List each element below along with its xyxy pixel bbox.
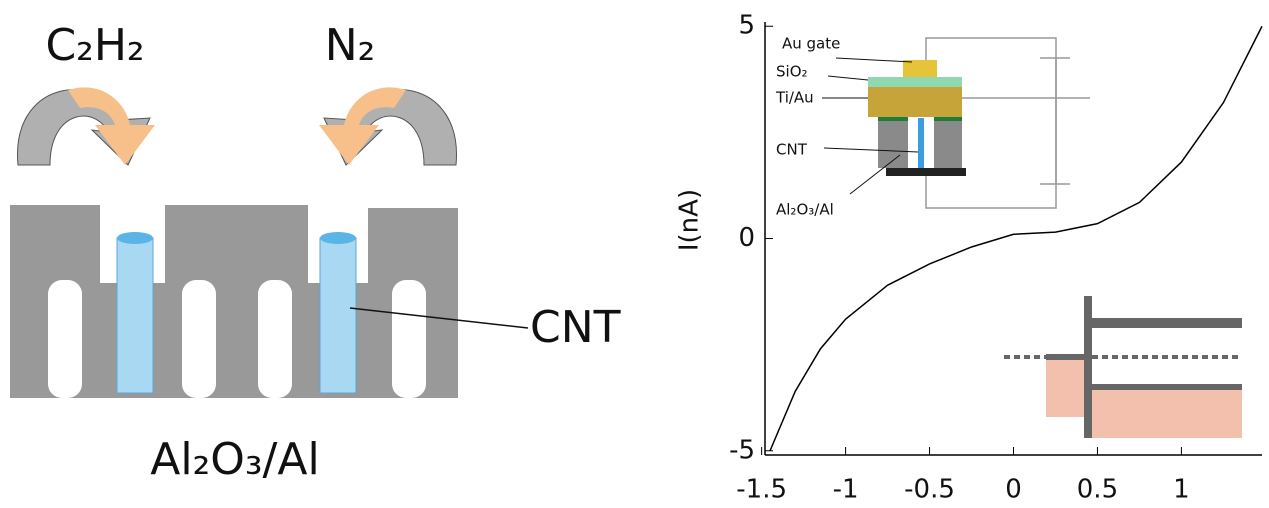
- band-inset: [1004, 296, 1242, 438]
- y-tick-label: -5: [729, 435, 755, 465]
- inset-label: Al₂O₃/Al: [776, 201, 834, 219]
- substrate-label: Al₂O₃/Al: [150, 434, 319, 485]
- inset-label: SiO₂: [776, 63, 808, 81]
- x-tick-label: 1: [1173, 475, 1190, 505]
- gas-label: N₂: [325, 20, 376, 71]
- figure: C₂H₂ N₂ CNT Al₂O₃/Al I(nA) -5 0 5 -1.5 -1 -0.…: [0, 0, 1269, 508]
- gas-arrow: [68, 87, 155, 165]
- x-tick-label: 0.5: [1077, 475, 1118, 505]
- y-tick-label: 0: [738, 223, 755, 253]
- x-tick-label: 0: [1005, 475, 1022, 505]
- inset-label: Au gate: [782, 35, 840, 53]
- cnt-label: CNT: [530, 302, 621, 353]
- x-tick-label: -0.5: [904, 475, 955, 505]
- inset-label: CNT: [776, 141, 808, 159]
- y-tick-label: 5: [738, 11, 755, 41]
- x-tick-label: -1: [833, 475, 859, 505]
- inset-label: Ti/Au: [775, 89, 814, 107]
- gas-label: C₂H₂: [45, 20, 144, 71]
- gas-arrow: [319, 87, 406, 165]
- x-tick-label: -1.5: [736, 475, 787, 505]
- diagram: C₂H₂ N₂ CNT Al₂O₃/Al: [10, 20, 621, 485]
- device-inset: Au gate SiO₂ Ti/Au CNT Al₂O₃/Al: [775, 35, 1090, 219]
- y-axis-label: I(nA): [675, 189, 705, 251]
